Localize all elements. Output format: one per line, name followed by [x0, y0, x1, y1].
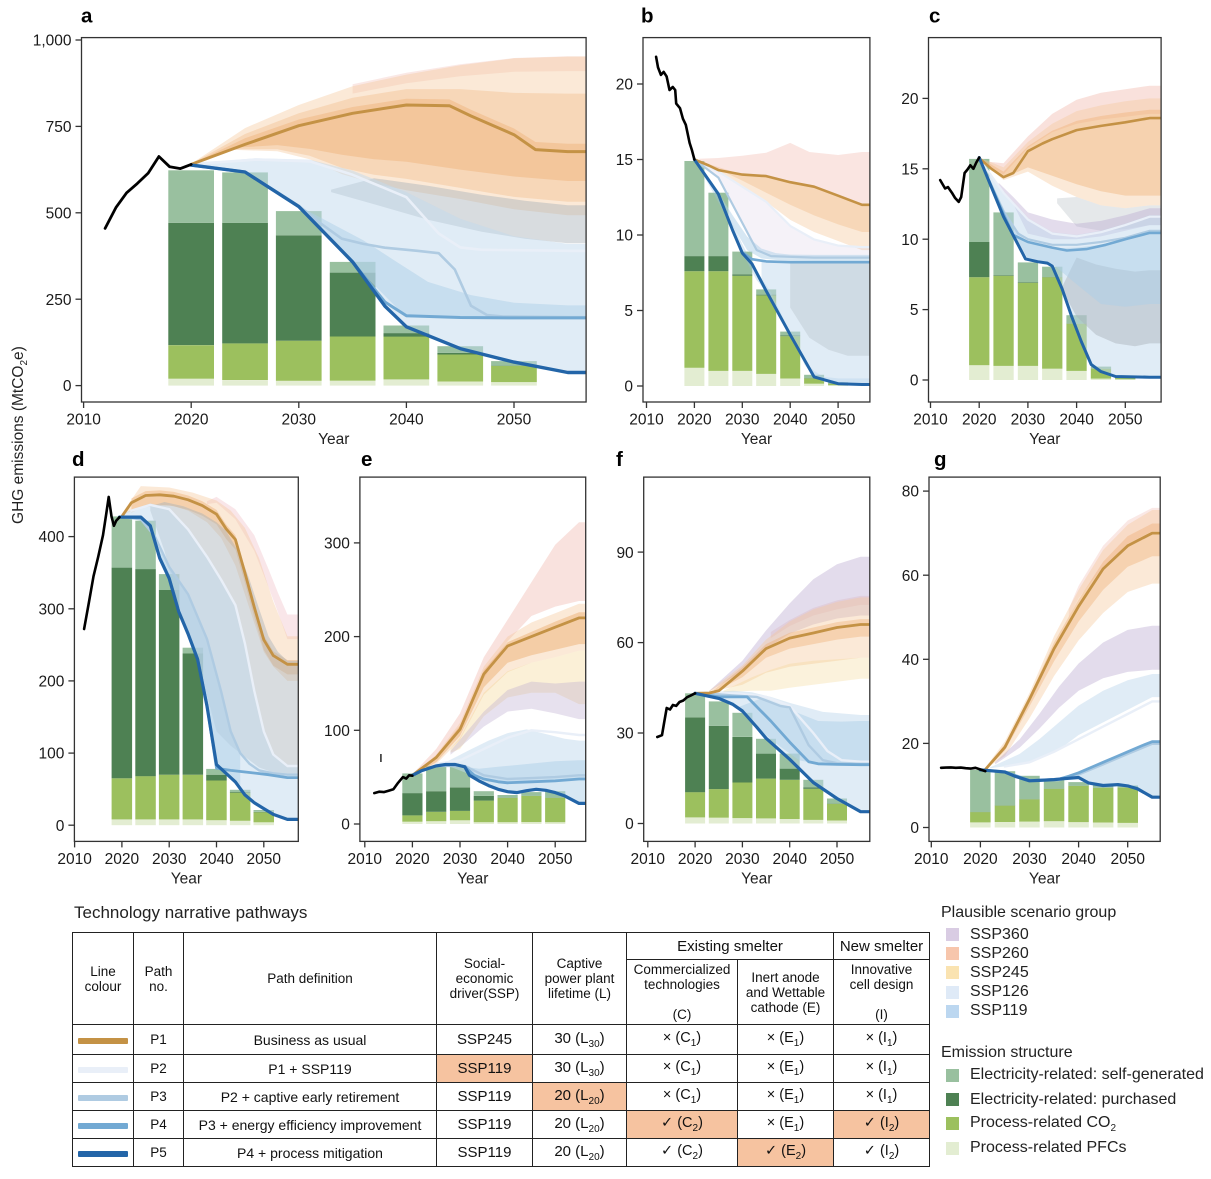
svg-text:0: 0 — [625, 816, 634, 833]
svg-text:2040: 2040 — [1059, 412, 1094, 429]
svg-text:2010: 2010 — [914, 851, 949, 868]
svg-text:20: 20 — [902, 736, 920, 753]
svg-text:Year: Year — [171, 870, 202, 887]
svg-text:2020: 2020 — [677, 412, 712, 429]
svg-text:2030: 2030 — [1011, 412, 1046, 429]
svg-text:2050: 2050 — [820, 851, 855, 868]
svg-text:2030: 2030 — [152, 851, 187, 868]
svg-text:g: g — [934, 448, 947, 471]
svg-text:750: 750 — [46, 119, 72, 136]
svg-text:5: 5 — [624, 303, 633, 320]
svg-text:2020: 2020 — [962, 412, 997, 429]
svg-text:Year: Year — [741, 431, 772, 448]
svg-text:2050: 2050 — [821, 412, 856, 429]
svg-text:0: 0 — [624, 379, 633, 396]
svg-text:10: 10 — [616, 228, 634, 245]
svg-text:0: 0 — [63, 378, 72, 395]
svg-text:2020: 2020 — [395, 851, 430, 868]
svg-text:30: 30 — [616, 726, 634, 743]
svg-text:2020: 2020 — [678, 851, 713, 868]
svg-text:60: 60 — [902, 568, 920, 585]
svg-text:2030: 2030 — [725, 412, 760, 429]
svg-text:90: 90 — [616, 545, 634, 562]
svg-text:20: 20 — [616, 77, 634, 94]
svg-text:2050: 2050 — [1108, 412, 1143, 429]
svg-text:2010: 2010 — [629, 412, 664, 429]
svg-text:0: 0 — [910, 373, 919, 390]
svg-text:f: f — [616, 448, 623, 471]
svg-text:80: 80 — [902, 484, 920, 501]
svg-text:2010: 2010 — [348, 851, 383, 868]
svg-text:200: 200 — [324, 629, 350, 646]
svg-text:200: 200 — [39, 674, 65, 691]
svg-text:2010: 2010 — [66, 412, 101, 429]
svg-text:2010: 2010 — [631, 851, 666, 868]
svg-text:2050: 2050 — [1110, 851, 1145, 868]
svg-text:40: 40 — [902, 652, 920, 669]
svg-text:2050: 2050 — [497, 412, 532, 429]
svg-text:15: 15 — [616, 152, 633, 169]
svg-text:2010: 2010 — [57, 851, 92, 868]
svg-text:2040: 2040 — [490, 851, 525, 868]
svg-text:100: 100 — [39, 746, 65, 763]
svg-text:2020: 2020 — [174, 412, 209, 429]
svg-text:10: 10 — [901, 232, 919, 249]
svg-text:0: 0 — [56, 818, 65, 835]
svg-text:2050: 2050 — [538, 851, 573, 868]
svg-text:2030: 2030 — [443, 851, 478, 868]
svg-text:60: 60 — [616, 635, 634, 652]
svg-text:Year: Year — [741, 870, 772, 887]
svg-text:2030: 2030 — [725, 851, 760, 868]
svg-text:c: c — [929, 5, 940, 28]
svg-text:15: 15 — [901, 161, 918, 178]
svg-text:5: 5 — [910, 302, 919, 319]
svg-text:b: b — [641, 5, 654, 28]
svg-text:2040: 2040 — [199, 851, 234, 868]
svg-text:Year: Year — [457, 870, 488, 887]
svg-text:2030: 2030 — [1012, 851, 1047, 868]
svg-text:e: e — [361, 448, 372, 471]
svg-text:0: 0 — [910, 820, 919, 837]
svg-text:2040: 2040 — [389, 412, 424, 429]
svg-text:20: 20 — [901, 91, 919, 108]
svg-text:2020: 2020 — [963, 851, 998, 868]
svg-text:2010: 2010 — [913, 412, 948, 429]
svg-text:300: 300 — [324, 536, 350, 553]
svg-text:2020: 2020 — [105, 851, 140, 868]
svg-text:2040: 2040 — [772, 851, 807, 868]
svg-text:d: d — [72, 448, 85, 471]
svg-text:1,000: 1,000 — [33, 33, 72, 50]
svg-text:300: 300 — [39, 601, 65, 618]
svg-text:100: 100 — [324, 723, 350, 740]
svg-text:a: a — [81, 5, 93, 28]
svg-text:2040: 2040 — [1061, 851, 1096, 868]
svg-text:500: 500 — [46, 205, 72, 222]
svg-text:Year: Year — [318, 431, 349, 448]
svg-text:2030: 2030 — [282, 412, 317, 429]
svg-text:250: 250 — [46, 292, 72, 309]
svg-text:Year: Year — [1029, 431, 1060, 448]
svg-text:0: 0 — [341, 817, 350, 834]
svg-text:2040: 2040 — [773, 412, 808, 429]
svg-text:400: 400 — [39, 529, 65, 546]
svg-text:2050: 2050 — [247, 851, 282, 868]
svg-text:Year: Year — [1029, 870, 1060, 887]
